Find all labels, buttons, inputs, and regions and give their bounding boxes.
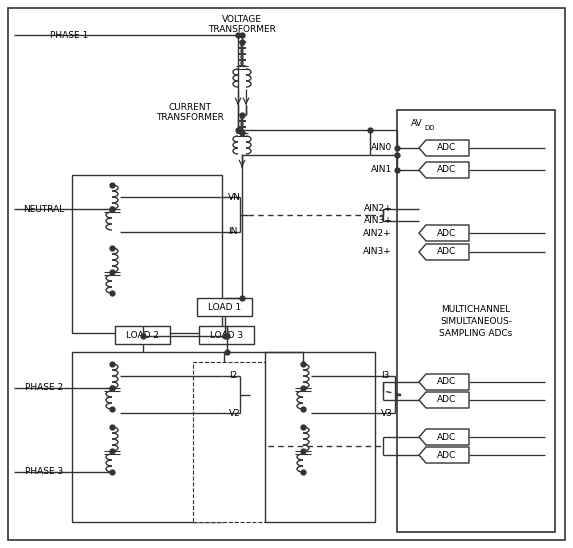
Text: ADC: ADC	[437, 450, 457, 460]
Bar	[265, 352, 375, 522]
Text: I2: I2	[229, 372, 237, 380]
Polygon shape	[419, 162, 469, 178]
Text: DD: DD	[424, 125, 434, 131]
Bar	[397, 110, 555, 532]
Text: LOAD 3: LOAD 3	[210, 330, 243, 340]
Text: SIMULTANEOUS-: SIMULTANEOUS-	[440, 317, 512, 327]
Text: VN: VN	[228, 192, 241, 202]
Text: NEUTRAL: NEUTRAL	[23, 204, 65, 214]
Text: TRANSFORMER: TRANSFORMER	[156, 112, 224, 122]
Text: AIN3+: AIN3+	[364, 216, 393, 225]
Text: ADC: ADC	[437, 144, 457, 152]
Text: ADC: ADC	[437, 432, 457, 442]
Bar	[199, 326, 254, 344]
Text: TRANSFORMER: TRANSFORMER	[208, 25, 276, 33]
Text: PHASE 1: PHASE 1	[50, 31, 88, 39]
Text: V3: V3	[381, 408, 393, 418]
Text: SAMPLING ADCs: SAMPLING ADCs	[439, 329, 513, 339]
Text: LOAD 2: LOAD 2	[126, 330, 159, 340]
Text: AIN3+: AIN3+	[363, 248, 392, 256]
Bar	[72, 175, 222, 333]
Text: ADC: ADC	[437, 165, 457, 174]
Text: VOLTAGE: VOLTAGE	[222, 15, 262, 25]
Polygon shape	[419, 140, 469, 156]
Polygon shape	[419, 374, 469, 390]
Text: I3: I3	[381, 372, 390, 380]
Text: CURRENT: CURRENT	[168, 104, 211, 112]
Polygon shape	[419, 392, 469, 408]
Text: ADC: ADC	[437, 229, 457, 237]
Text: AIN2+: AIN2+	[364, 204, 393, 213]
Text: AV: AV	[411, 119, 423, 128]
Polygon shape	[419, 225, 469, 241]
Polygon shape	[419, 447, 469, 463]
Text: AIN0: AIN0	[371, 144, 392, 152]
Text: ADC: ADC	[437, 248, 457, 256]
Text: AIN1: AIN1	[371, 165, 392, 174]
Text: ADC: ADC	[437, 396, 457, 404]
Bar	[197, 298, 252, 316]
Text: V2: V2	[229, 408, 241, 418]
Text: IN: IN	[228, 227, 237, 237]
Text: ADC: ADC	[437, 378, 457, 386]
Text: PHASE 3: PHASE 3	[25, 467, 63, 477]
Polygon shape	[419, 244, 469, 260]
Polygon shape	[419, 429, 469, 445]
Text: PHASE 2: PHASE 2	[25, 384, 63, 392]
Bar	[193, 362, 268, 522]
Bar	[72, 352, 224, 522]
Bar	[115, 326, 170, 344]
Text: LOAD 1: LOAD 1	[208, 302, 241, 311]
Text: AIN2+: AIN2+	[363, 229, 392, 237]
Text: MULTICHANNEL: MULTICHANNEL	[441, 305, 511, 315]
